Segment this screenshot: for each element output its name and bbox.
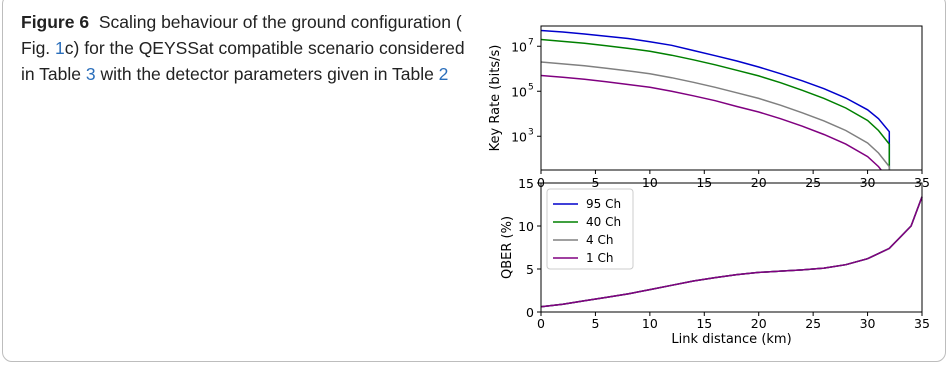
bottom-x-tick-label: 10	[642, 316, 658, 331]
caption-text-2: c) for the QEYSSat compatible scenario c…	[21, 38, 465, 84]
bottom-y-tick-label: 0	[526, 305, 534, 320]
bottom-x-tick-label: 35	[914, 316, 930, 331]
legend: 95 Ch 40 Ch 4 Ch 1 Ch	[546, 188, 634, 270]
bottom-x-tick-label: 15	[696, 316, 712, 331]
legend-box	[546, 188, 634, 270]
caption-text-3: with the detector parameters given in Ta…	[95, 64, 439, 84]
legend-label-1-ch: 1 Ch	[586, 251, 613, 265]
bottom-y-tick-label: 5	[526, 262, 534, 277]
legend-label-4-ch: 4 Ch	[586, 233, 613, 247]
caption-text-1: Scaling behaviour of the ground configur…	[21, 12, 462, 58]
figure-label: Figure 6	[21, 12, 90, 32]
bottom-x-tick-label: 30	[860, 316, 876, 331]
bottom-y-tick-label: 15	[518, 176, 534, 191]
qber-line-1-ch	[540, 196, 923, 308]
figure-caption: Figure 6 Scaling behaviour of the ground…	[21, 9, 471, 87]
key-rate-chart: 05101520253035107105103Key Rate (bits/s)	[488, 25, 930, 190]
bottom-x-tick-label: 5	[591, 316, 599, 331]
top-y-tick-exponent: 5	[528, 82, 534, 92]
bottom-y-tick-label: 10	[518, 219, 534, 234]
key-rate-line-95-ch	[541, 29, 891, 170]
top-y-tick-label: 10	[511, 129, 527, 144]
x-axis-label: Link distance (km)	[671, 332, 791, 347]
top-y-tick-label: 10	[511, 84, 527, 99]
table-ref-link-3[interactable]: 3	[85, 64, 96, 84]
legend-label-40-ch: 40 Ch	[586, 215, 621, 229]
figure-ref-link[interactable]: 1	[55, 38, 65, 58]
top-y-tick-exponent: 7	[528, 37, 534, 47]
top-axes-frame	[540, 25, 923, 171]
top-y-axis-label: Key Rate (bits/s)	[488, 45, 503, 152]
legend-label-95-ch: 95 Ch	[586, 197, 621, 211]
table-ref-link-2[interactable]: 2	[438, 64, 449, 84]
bottom-x-tick-label: 25	[805, 316, 821, 331]
bottom-axes-frame	[540, 182, 923, 313]
bottom-x-tick-label: 20	[751, 316, 767, 331]
top-y-tick-exponent: 3	[528, 127, 534, 137]
key-rate-line-1-ch	[541, 74, 883, 170]
figure-frame	[2, 0, 946, 362]
key-rate-line-40-ch	[541, 38, 891, 170]
top-y-tick-label: 10	[511, 39, 527, 54]
key-rate-line-4-ch	[541, 61, 891, 170]
bottom-y-axis-label: QBER (%)	[500, 216, 515, 279]
bottom-x-tick-label: 0	[537, 316, 545, 331]
